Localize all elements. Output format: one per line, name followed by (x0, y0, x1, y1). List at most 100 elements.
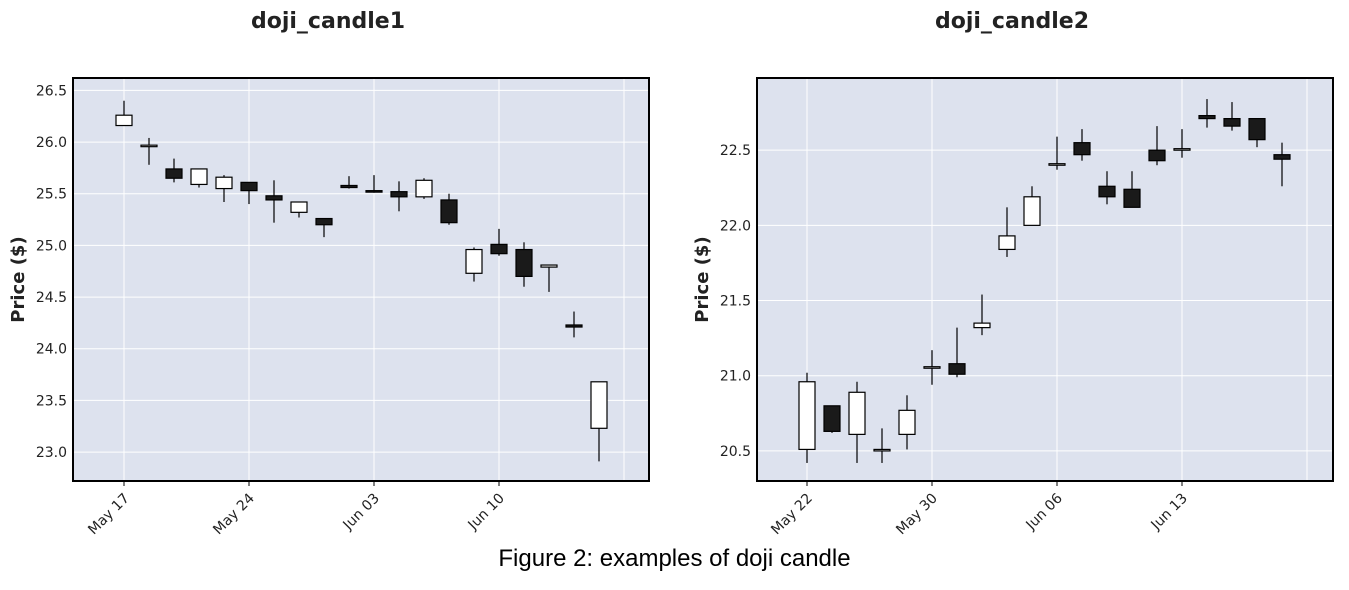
candle-body-down (165, 168, 183, 179)
candle (340, 176, 358, 189)
plot-frame (72, 77, 650, 482)
candle (973, 294, 991, 336)
candle-body-up (415, 179, 433, 198)
candle-body-down (1223, 118, 1241, 127)
candle (1273, 142, 1291, 187)
candle (1198, 99, 1216, 128)
y-axis-label: Price ($) (692, 236, 713, 322)
candle-body-up (290, 201, 308, 213)
candle (115, 100, 133, 127)
x-tick-label: May 24 (210, 490, 258, 538)
candle-body-up (898, 409, 916, 435)
candle-body-down (340, 184, 358, 189)
plot-area (757, 78, 1333, 481)
candle (898, 395, 916, 450)
candle-body-up (1173, 148, 1191, 151)
y-tick-label: 23.0 (36, 445, 67, 461)
figure-caption: Figure 2: examples of doji candle (498, 545, 851, 572)
candle (365, 175, 383, 193)
candle-body-up (973, 322, 991, 329)
candle (290, 201, 308, 218)
candle-body-down (948, 363, 966, 375)
candle (240, 181, 258, 205)
chart-title: doji_candle2 (935, 9, 1089, 34)
y-tick-label: 21.5 (720, 294, 751, 310)
y-axis-label: Price ($) (8, 236, 29, 322)
plot-frame (756, 77, 1334, 482)
candle (515, 242, 533, 287)
candle (565, 311, 583, 338)
candle (948, 327, 966, 378)
candle (848, 381, 866, 463)
plot-area (73, 78, 649, 481)
y-tick-label: 26.0 (36, 135, 67, 151)
y-tick-label: 26.5 (36, 83, 67, 99)
candle-body-down (1123, 188, 1141, 208)
chart-title: doji_candle1 (251, 9, 405, 34)
candle (823, 405, 841, 433)
candle (265, 180, 283, 223)
candle (590, 381, 608, 462)
candle (315, 217, 333, 238)
candle-body-down (1073, 142, 1091, 156)
candle-body-up (115, 114, 133, 127)
candle (165, 158, 183, 183)
candle (1248, 118, 1266, 148)
y-tick-label: 22.5 (720, 143, 751, 159)
candle (215, 175, 233, 202)
x-tick-label: Jun 13 (1148, 491, 1191, 534)
x-tick-label: Jun 03 (340, 491, 383, 534)
candle (1123, 171, 1141, 208)
candle-body-up (590, 381, 608, 429)
y-tick-label: 25.0 (36, 238, 67, 254)
chart-1: 23.0 23.5 24.0 24.5 25.0 25.5 26.0 26.5 May 17 Ma… (8, 9, 650, 539)
x-tick-label: Jun 06 (1023, 490, 1066, 533)
candle (1073, 129, 1091, 161)
candle (415, 178, 433, 199)
y-tick-label: 22.0 (720, 218, 751, 234)
candle (998, 207, 1016, 257)
chart-2: 20.5 21.0 21.5 22.0 22.5 May 22 May 30 Jun 06 Ju… (692, 9, 1334, 539)
candle-body-down (1098, 185, 1116, 198)
candle-body-down (440, 199, 458, 224)
candle (140, 137, 158, 165)
candle-body-up (1023, 196, 1041, 226)
candle (1148, 126, 1166, 166)
y-tick-label: 23.5 (36, 393, 67, 409)
candle (1098, 171, 1116, 205)
candle-body-down (390, 191, 408, 198)
candle-body-up (998, 235, 1016, 251)
candle (798, 372, 816, 463)
candle-body-down (490, 243, 508, 255)
x-tick-label: Jun 10 (465, 491, 508, 534)
candle-body-down (315, 217, 333, 226)
candle (1023, 186, 1041, 226)
candle-body-down (1248, 118, 1266, 141)
y-tick-label: 24.5 (36, 290, 67, 306)
candle (465, 247, 483, 282)
x-tick-label: May 22 (768, 491, 816, 539)
candle (190, 168, 208, 188)
x-tick-label: May 30 (893, 491, 941, 539)
candle (1223, 102, 1241, 131)
candle-body-up (215, 176, 233, 190)
candle-body-down (1148, 149, 1166, 162)
candle (540, 264, 558, 292)
candle-body-up (798, 381, 816, 451)
candle-body-up (540, 264, 558, 268)
candle (923, 350, 941, 385)
candle-body-down (1273, 154, 1291, 160)
candle-body-down (240, 181, 258, 192)
candle-body-up (923, 366, 941, 369)
candle (490, 228, 508, 256)
candle-body-up (140, 144, 158, 148)
candle-body-up (873, 448, 891, 452)
x-tick-label: May 17 (85, 491, 133, 539)
candle-body-down (823, 405, 841, 432)
candle-body-up (465, 248, 483, 274)
candle (440, 193, 458, 225)
candle-body-down (515, 248, 533, 278)
candle-body-down (365, 190, 383, 193)
